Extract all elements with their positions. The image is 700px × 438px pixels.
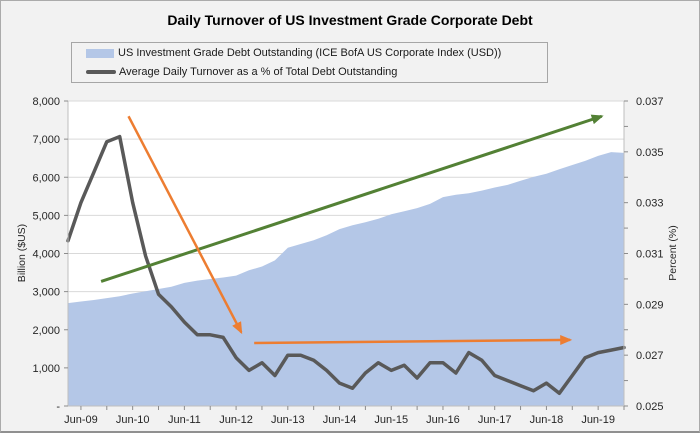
left-axis-tick-label: 4,000 (32, 249, 60, 261)
legend: US Investment Grade Debt Outstanding (IC… (71, 42, 548, 83)
x-axis-tick-label: Jun-12 (219, 414, 253, 426)
debt-outstanding-area (68, 152, 624, 406)
turnover-flat-arrow (254, 335, 573, 346)
daily-turnover-line (66, 134, 626, 396)
left-axis-tick-label: 2,000 (32, 325, 60, 337)
legend-item-daily-turnover: Average Daily Turnover as a % of Total D… (86, 64, 547, 80)
x-axis-tick-label: Jun-16 (426, 414, 460, 426)
legend-item-debt-outstanding: US Investment Grade Debt Outstanding (IC… (86, 45, 547, 61)
left-axis-tick-label: 8,000 (32, 96, 60, 108)
x-axis-tick-label: Jun-19 (581, 414, 615, 426)
right-axis-tick-label: 0.025 (636, 401, 664, 413)
x-axis-tick-label: Jun-09 (64, 414, 98, 426)
right-axis-tick-label: 0.031 (636, 249, 664, 261)
legend-label-daily-turnover: Average Daily Turnover as a % of Total D… (119, 66, 398, 78)
x-axis-tick-label: Jun-18 (530, 414, 564, 426)
right-axis-tick-label: 0.029 (636, 299, 664, 311)
right-axis-tick-label: 0.033 (636, 198, 664, 210)
growth-trend-arrow (100, 114, 604, 283)
x-axis-tick-label: Jun-15 (374, 414, 408, 426)
x-axis-tick-label: Jun-11 (168, 414, 201, 426)
x-axis-tick-label: Jun-13 (271, 414, 305, 426)
chart-title: Daily Turnover of US Investment Grade Co… (167, 12, 533, 28)
left-axis-tick-label: - (56, 401, 60, 413)
line-swatch-icon (86, 70, 116, 74)
left-axis-tick-label: 7,000 (32, 134, 60, 146)
x-axis-tick-label: Jun-10 (116, 414, 150, 426)
right-axis-tick-label: 0.027 (636, 350, 664, 362)
legend-label-debt-outstanding: US Investment Grade Debt Outstanding (IC… (118, 47, 502, 59)
left-axis-tick-label: 5,000 (32, 210, 60, 222)
left-axis-tick-label: 3,000 (32, 287, 60, 299)
left-axis-tick-label: 6,000 (32, 172, 60, 184)
turnover-decline-arrow (127, 115, 243, 335)
right-axis-tick-label: 0.035 (636, 147, 664, 159)
right-axis-tick-label: 0.037 (636, 96, 664, 108)
x-axis-tick-label: Jun-14 (323, 414, 357, 426)
left-axis-tick-label: 1,000 (32, 363, 60, 375)
area-swatch-icon (86, 48, 114, 58)
x-axis-tick-label: Jun-17 (478, 414, 512, 426)
